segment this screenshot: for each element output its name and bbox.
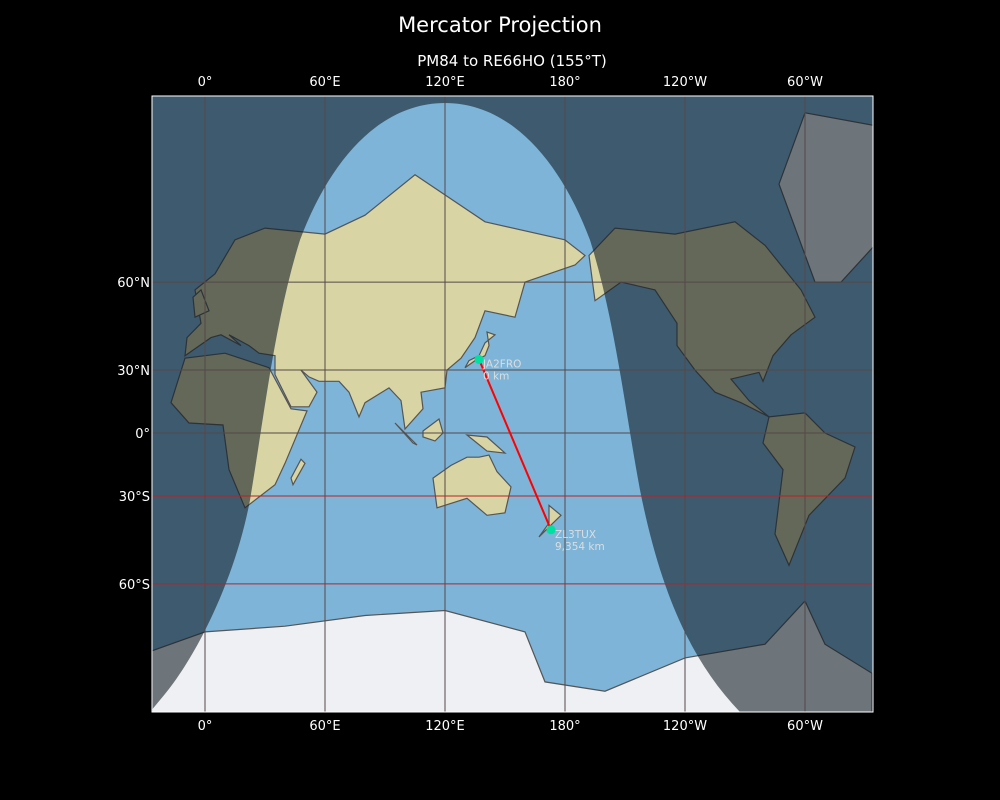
lon-tick-top: 120°E	[425, 75, 465, 90]
lon-tick-top: 0°	[198, 75, 213, 90]
land-new-guinea	[465, 434, 507, 454]
great-circle-path	[478, 359, 552, 531]
lon-tick-bottom: 120°W	[663, 719, 707, 734]
station-marker	[546, 525, 556, 535]
figure-title: Mercator Projection	[398, 13, 602, 37]
lon-tick-top: 120°W	[663, 75, 707, 90]
station-callsign: JA2FRO	[482, 358, 521, 370]
map-subtitle: PM84 to RE66HO (155°T)	[417, 52, 607, 70]
station-distance: 0 km	[483, 370, 509, 382]
lat-tick: 30°N	[117, 364, 150, 379]
night-shading	[152, 96, 873, 712]
lon-tick-bottom: 60°E	[309, 719, 340, 734]
lon-tick-bottom: 180°	[549, 719, 580, 734]
lat-tick: 30°S	[119, 490, 150, 505]
land-madagascar	[290, 458, 306, 487]
land-new-zealand	[538, 504, 562, 538]
lat-tick: 60°S	[119, 578, 150, 593]
lon-tick-bottom: 120°E	[425, 719, 465, 734]
lon-tick-top: 60°E	[309, 75, 340, 90]
lat-tick: 0°	[135, 427, 150, 442]
station-callsign: ZL3TUX	[555, 529, 596, 541]
station-distance: 9,354 km	[555, 541, 605, 553]
lon-tick-top: 180°	[549, 75, 580, 90]
station-marker	[474, 354, 484, 364]
land-borneo	[422, 417, 444, 442]
lon-tick-bottom: 0°	[198, 719, 213, 734]
map-frame	[151, 95, 874, 713]
lat-tick: 60°N	[117, 276, 150, 291]
lon-tick-top: 60°W	[787, 75, 823, 90]
lon-tick-bottom: 60°W	[787, 719, 823, 734]
land-australia	[432, 454, 512, 516]
